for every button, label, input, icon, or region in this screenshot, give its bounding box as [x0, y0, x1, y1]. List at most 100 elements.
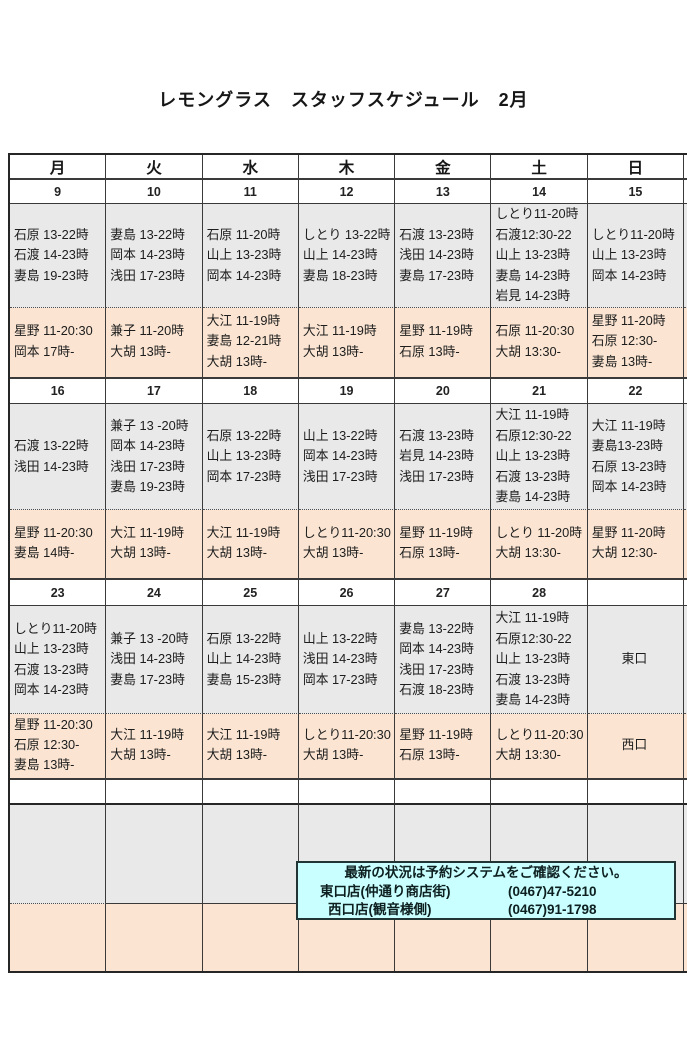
empty-cell: [587, 780, 685, 805]
weekday-header-cell: 月: [10, 155, 107, 180]
shift-line: しとり11-20時: [591, 226, 675, 242]
shop-phone: (0467)91-1798: [508, 902, 597, 917]
late-shift-cell: しとり 11-20時 大胡 13:30-: [491, 510, 588, 580]
shift-line: 浅田 17-23時: [110, 458, 185, 474]
notice-headline: 最新の状況は予約システムをご確認ください。: [344, 865, 628, 880]
empty-cell: [106, 805, 203, 904]
shift-line: 浅田 17-23時: [399, 468, 474, 484]
shift-line: 妻島 13時-: [14, 757, 75, 773]
date-number: 9: [54, 184, 62, 199]
shift-line: 石原 13-22時: [14, 226, 89, 242]
date-cell: 19: [298, 379, 396, 404]
shift-line: 岡本 14-23時: [206, 267, 282, 283]
shift-line: 大胡 13時-: [110, 747, 171, 762]
shift-line: 石原12:30-22: [495, 427, 572, 443]
shift-line: 岩見 14-23時: [495, 288, 571, 304]
schedule-row-date: 16 17 18 19 20 21 22: [10, 379, 687, 404]
shift-line: 大江 11-19時: [495, 407, 570, 423]
empty-cell: [395, 780, 492, 805]
date-number: 18: [243, 384, 258, 398]
weekday-label: 木: [338, 159, 355, 177]
shift-line: 山上 14-23時: [206, 651, 282, 667]
late-shift-cell: 石原 11-20:30 大胡 13:30-: [491, 308, 588, 379]
schedule-row-white: [10, 780, 687, 805]
empty-cell: [202, 904, 299, 971]
shift-line: 岡本 14-23時: [399, 641, 474, 657]
shift-line: 浅田 17-23時: [302, 468, 378, 484]
schedule-row-date: 9 10 11 12 13 14 15: [10, 180, 687, 204]
overflow-column-cell: [684, 714, 687, 780]
day-shift-cell: 山上 13-22時 浅田 14-23時 岡本 17-23時: [298, 606, 396, 714]
date-cell: 22: [587, 379, 685, 404]
shift-line: 石渡 13-22時: [14, 438, 89, 454]
date-number: 24: [146, 585, 161, 600]
shift-line: 大胡 13時-: [302, 545, 364, 560]
empty-cell: [202, 780, 299, 805]
shift-line: 石原 13時-: [399, 747, 460, 762]
shift-line: 石原 13時-: [399, 343, 460, 359]
date-cell: 21: [491, 379, 588, 404]
date-number: 11: [243, 184, 257, 199]
shop-name: 東口店(仲通り商店街): [320, 883, 451, 899]
late-shift-cell: 星野 11-19時 石原 13時-: [395, 510, 492, 580]
shift-line: 石原 13-22時: [206, 630, 282, 646]
shift-line: しとり11-20時: [14, 620, 97, 636]
shift-line: 山上 13-23時: [495, 448, 571, 464]
date-cell: 18: [202, 379, 299, 404]
shift-line: 星野 11-20時: [591, 313, 666, 329]
weekday-label: 日: [627, 159, 644, 177]
date-cell: 17: [106, 379, 203, 404]
shop-name: 西口店(観音様側): [328, 902, 432, 917]
shift-line: 妻島 19-23時: [110, 478, 185, 494]
date-number: 28: [532, 585, 547, 600]
weekday-label: 水: [242, 159, 258, 177]
shift-line: 妻島 14時-: [14, 545, 75, 560]
shop-phone: (0467)47-5210: [508, 883, 597, 899]
overflow-column-cell: [684, 580, 687, 606]
late-shift-cell: 星野 11-20時 大胡 12:30-: [587, 510, 685, 580]
shift-line: 大江 11-19時: [206, 313, 281, 329]
page-title: レモングラス スタッフスケジュール 2月: [158, 90, 529, 110]
weekday-header-cell: 土: [491, 155, 588, 180]
shift-line: しとり 11-20時: [495, 524, 583, 540]
shift-line: 浅田 17-23時: [399, 661, 474, 677]
shift-line: 大胡 12:30-: [591, 545, 658, 560]
date-cell: 16: [10, 379, 107, 404]
weekday-header-cell: 木: [298, 155, 396, 180]
notice-box: 最新の状況は予約システムをご確認ください。 東口店(仲通り商店街) (0467)…: [296, 861, 676, 920]
schedule-table: 月火水木金土日 9 10 11 12 13 14 15 石原 13-22時 石渡 14-23時 妻島…: [8, 153, 687, 973]
shift-line: 星野 11-20:30: [14, 323, 93, 339]
shift-line: 石渡 13-23時: [495, 468, 571, 484]
shift-line: 岡本 14-23時: [591, 267, 667, 283]
shift-line: 東口: [621, 651, 648, 667]
shift-line: しとり 13-22時: [302, 226, 391, 242]
shift-line: 山上 13-22時: [302, 630, 378, 646]
date-number: 27: [435, 585, 450, 600]
shift-line: 星野 11-19時: [399, 726, 473, 742]
shift-line: 妻島 15-23時: [206, 671, 282, 687]
schedule-row-late: 星野 11-20:30 石原 12:30- 妻島 13時- 大江 11-19時 大胡 1…: [10, 714, 687, 780]
date-cell: 28: [491, 580, 588, 606]
shift-line: 石原 13-22時: [206, 427, 282, 443]
shift-line: 山上 14-23時: [302, 247, 378, 263]
shift-line: 大胡 13時-: [302, 747, 364, 762]
date-cell: 26: [298, 580, 396, 606]
shift-line: 石原 13-23時: [591, 458, 667, 474]
date-number: 12: [339, 184, 354, 199]
shift-line: しとり11-20時: [495, 206, 579, 222]
late-shift-cell: 大江 11-19時 大胡 13時-: [106, 714, 203, 780]
shift-line: 石渡 13-23時: [495, 671, 571, 687]
shift-line: 大胡 13時-: [206, 747, 268, 762]
date-cell: 9: [10, 180, 107, 204]
date-cell: 10: [106, 180, 203, 204]
shift-line: 浅田 14-23時: [14, 458, 89, 474]
empty-cell: [10, 780, 107, 805]
shift-line: 大江 11-19時: [206, 726, 281, 742]
day-shift-cell: 石原 13-22時 山上 14-23時 妻島 15-23時: [202, 606, 299, 714]
shift-line: 大胡 13時-: [206, 353, 268, 369]
shift-line: 岡本 17-23時: [302, 671, 378, 687]
date-number: 26: [339, 585, 354, 600]
day-shift-cell: しとり11-20時 山上 13-23時 石渡 13-23時 岡本 14-23時: [10, 606, 107, 714]
date-number: 22: [628, 384, 643, 398]
date-number: 10: [146, 184, 161, 199]
